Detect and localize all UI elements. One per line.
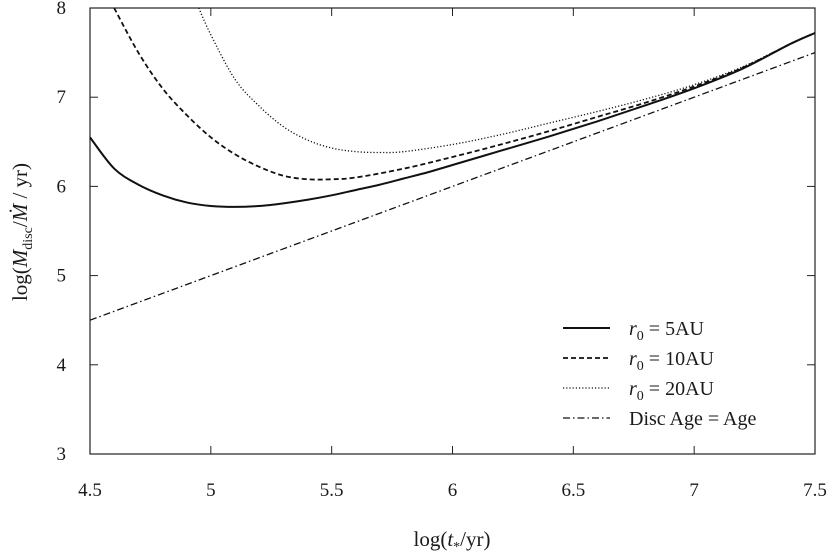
y-tick-label: 6 [57, 176, 67, 197]
axis-ticks: 4.5 5 5.5 6 6.5 7 7.5 3 4 5 6 7 8 [57, 0, 827, 501]
legend: r0 = 5AU r0 = 10AU r0 = 20AU Disc Age = Age [563, 318, 756, 430]
y-tick-label: 8 [57, 0, 67, 19]
legend-label: Disc Age = Age [629, 408, 756, 430]
y-tick-label: 7 [57, 87, 67, 108]
x-tick-label: 4.5 [78, 480, 102, 501]
x-tick-label: 6 [448, 480, 458, 501]
series-line-dashdot [89, 51, 816, 321]
x-tick-label: 6.5 [561, 480, 585, 501]
x-tick-label: 5.5 [320, 480, 344, 501]
series-line-dashed [113, 7, 816, 181]
legend-label: r0 = 10AU [629, 348, 715, 374]
y-tick-label: 5 [57, 266, 67, 287]
x-tick-label: 5 [206, 480, 216, 501]
legend-label: r0 = 5AU [629, 318, 705, 344]
x-tick-label: 7.5 [803, 480, 827, 501]
x-axis-label: log(t*/yr) [414, 527, 491, 552]
x-tick-label: 7 [689, 480, 699, 501]
y-tick-label: 3 [57, 444, 67, 465]
legend-label: r0 = 20AU [629, 378, 715, 404]
series-line-dotted [198, 7, 816, 154]
series-group [89, 7, 816, 321]
series-line-solid [89, 32, 816, 208]
y-axis-label: log(Mdisc/Ṁ / yr) [8, 163, 36, 301]
y-tick-label: 4 [57, 355, 67, 376]
